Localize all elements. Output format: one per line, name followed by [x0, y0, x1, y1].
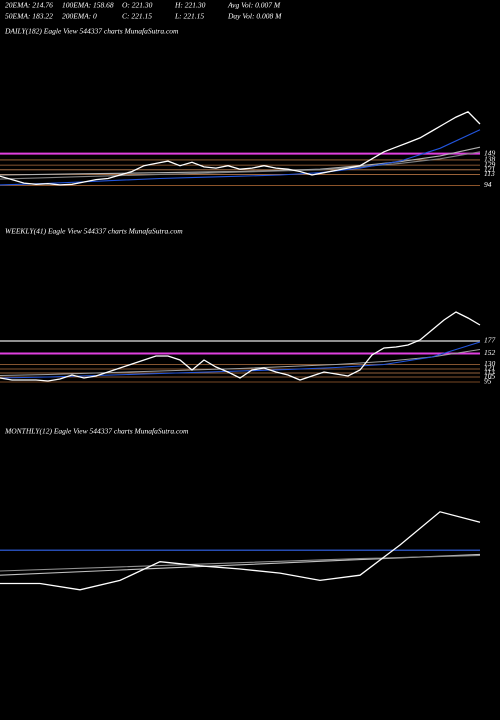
- y-tick-label: 121: [484, 165, 495, 174]
- y-tick-label: 121: [484, 364, 495, 373]
- header-stat: H: 221.30: [174, 1, 206, 10]
- header-stat: L: 221.15: [174, 12, 204, 21]
- header-stat: 200EMA: 0: [62, 12, 97, 21]
- y-tick-label: 177: [484, 336, 496, 345]
- price-line: [0, 511, 481, 591]
- price-line: [0, 111, 481, 186]
- panel-title: MONTHLY(12) Eagle View 544337 charts Mun…: [4, 427, 189, 436]
- price-line: [0, 554, 481, 572]
- y-tick-label: 130: [484, 359, 496, 368]
- header-stat: 100EMA: 158.68: [62, 1, 114, 10]
- y-tick-label: 113: [484, 169, 495, 178]
- y-tick-label: 113: [484, 368, 495, 377]
- y-tick-label: 138: [484, 155, 496, 164]
- y-tick-label: 95: [484, 377, 492, 386]
- price-line: [0, 129, 481, 186]
- price-line: [0, 311, 481, 382]
- header-stat: Day Vol: 0.008 M: [227, 12, 282, 21]
- header-stat: O: 221.30: [122, 1, 153, 10]
- price-line: [0, 348, 481, 377]
- y-tick-label: 129: [484, 160, 496, 169]
- panel-title: DAILY(182) Eagle View 544337 charts Muna…: [4, 27, 179, 36]
- y-tick-label: 149: [484, 148, 496, 157]
- y-tick-label: 105: [484, 372, 496, 381]
- panel-title: WEEKLY(41) Eagle View 544337 charts Muna…: [5, 227, 183, 236]
- y-tick-label: 94: [484, 180, 492, 189]
- y-tick-label: 152: [484, 348, 496, 357]
- price-line: [0, 151, 481, 180]
- price-line: [0, 146, 481, 176]
- header-stat: Avg Vol: 0.007 M: [227, 1, 281, 10]
- header-stat: C: 221.15: [122, 12, 152, 21]
- price-line: [0, 341, 481, 379]
- header-stat: 20EMA: 214.76: [5, 1, 53, 10]
- header-stat: 50EMA: 183.22: [5, 12, 53, 21]
